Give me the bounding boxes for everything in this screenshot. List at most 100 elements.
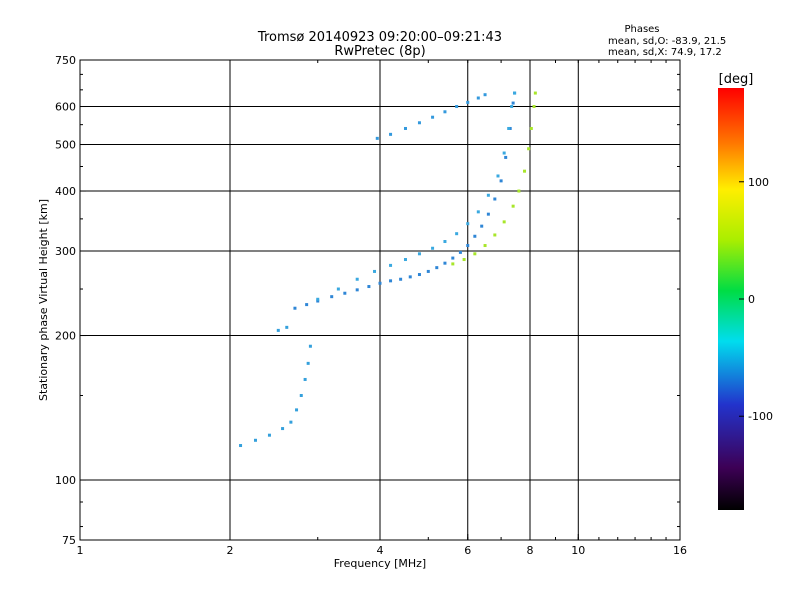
colorbar-label: [deg] [719, 72, 754, 87]
data-point [533, 91, 537, 95]
data-point [466, 222, 470, 226]
y-tick-label: 500 [55, 139, 76, 152]
data-point [253, 438, 257, 442]
data-point [529, 126, 533, 130]
data-point [486, 212, 490, 216]
data-point [431, 246, 435, 250]
data-point [293, 306, 297, 310]
x-tick-label: 1 [77, 544, 84, 557]
y-tick-label: 750 [55, 54, 76, 67]
data-point [462, 258, 466, 262]
data-point [502, 151, 506, 155]
colorbar-tick-label: 0 [748, 293, 755, 306]
data-point [513, 91, 517, 95]
data-point [389, 263, 393, 267]
data-point [431, 115, 435, 119]
data-point [295, 408, 299, 412]
phases-heading: Phases [624, 24, 659, 35]
data-point [285, 325, 289, 329]
y-tick-label: 75 [62, 534, 76, 547]
data-point [510, 105, 514, 109]
data-point [458, 250, 462, 254]
data-point [507, 126, 511, 130]
phases-x-line: mean, sd,X: 74.9, 17.2 [608, 47, 722, 58]
data-point [476, 96, 480, 100]
data-point [403, 126, 407, 130]
data-point [493, 233, 497, 237]
data-point [355, 277, 359, 281]
data-point [486, 193, 490, 197]
data-point [367, 285, 371, 289]
data-point [499, 179, 503, 183]
data-point [289, 420, 293, 424]
data-point [239, 444, 243, 448]
data-point [473, 252, 477, 256]
data-point [532, 105, 536, 109]
data-point [443, 110, 447, 114]
data-point [308, 344, 312, 348]
data-point [375, 136, 379, 140]
series-group [451, 91, 537, 266]
data-point [299, 394, 303, 398]
grid-lines [80, 60, 680, 540]
y-axis-ticks: 75 100 200 300 400 500 600 750 [55, 54, 680, 547]
data-point [389, 279, 393, 283]
data-point [443, 261, 447, 265]
x-axis-label: Frequency [MHz] [334, 557, 426, 570]
data-point [306, 361, 310, 365]
data-point [373, 269, 377, 273]
data-point [466, 244, 470, 248]
data-point [502, 220, 506, 224]
data-point [417, 252, 421, 256]
phases-o-line: mean, sd,O: -83.9, 21.5 [608, 36, 726, 47]
data-point [355, 288, 359, 292]
data-point [403, 258, 407, 262]
data-point [493, 197, 497, 201]
data-point [408, 275, 412, 279]
data-point [316, 299, 320, 303]
x-tick-label: 10 [571, 544, 585, 557]
data-point [276, 328, 280, 332]
data-points [239, 91, 537, 448]
x-tick-label: 8 [527, 544, 534, 557]
data-point [389, 132, 393, 136]
data-point [511, 101, 515, 105]
colorbar-ticks: 100 0 -100 [739, 176, 773, 423]
data-point [417, 273, 421, 277]
x-tick-label: 16 [673, 544, 687, 557]
series-group [375, 93, 487, 140]
y-tick-label: 400 [55, 185, 76, 198]
data-point [336, 287, 340, 291]
data-point [504, 155, 508, 159]
data-point [523, 169, 527, 173]
y-axis-label: Stationary phase Virtual Height [km] [37, 199, 50, 401]
data-point [527, 147, 531, 151]
data-point [455, 105, 459, 109]
data-point [496, 174, 500, 178]
data-point [455, 232, 459, 236]
chart-subtitle: RwPretec (8p) [334, 44, 425, 59]
data-point [435, 266, 439, 270]
chart-title: Tromsø 20140923 09:20:00–09:21:43 [257, 30, 502, 45]
data-point [281, 427, 285, 431]
data-point [480, 224, 484, 228]
x-tick-label: 4 [377, 544, 384, 557]
data-point [378, 281, 382, 285]
data-point [473, 234, 477, 238]
data-point [517, 189, 521, 193]
y-tick-label: 200 [55, 330, 76, 343]
series-group [293, 91, 517, 310]
x-axis-ticks: 1 2 4 6 8 10 16 [77, 60, 687, 557]
data-point [417, 121, 421, 125]
data-point [451, 256, 455, 260]
data-point [316, 297, 320, 301]
series-group [316, 91, 517, 301]
data-point [330, 295, 334, 299]
data-point [511, 204, 515, 208]
y-tick-label: 600 [55, 101, 76, 114]
colorbar-tick-label: 100 [748, 176, 769, 189]
x-tick-label: 2 [227, 544, 234, 557]
y-tick-label: 100 [55, 474, 76, 487]
y-tick-label: 300 [55, 245, 76, 258]
data-point [267, 433, 271, 437]
